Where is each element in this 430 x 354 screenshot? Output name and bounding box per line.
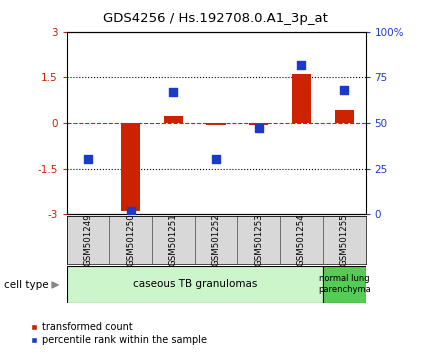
FancyBboxPatch shape [323, 216, 366, 264]
Text: GSM501252: GSM501252 [212, 213, 221, 266]
FancyBboxPatch shape [67, 216, 109, 264]
Text: normal lung
parenchyma: normal lung parenchyma [318, 274, 371, 294]
FancyBboxPatch shape [67, 266, 323, 303]
Bar [206, 123, 226, 125]
Point [341, 87, 347, 93]
Point [255, 126, 262, 131]
FancyBboxPatch shape [280, 216, 323, 264]
FancyBboxPatch shape [195, 216, 237, 264]
Bar [164, 116, 183, 123]
Text: caseous TB granulomas: caseous TB granulomas [132, 279, 257, 289]
FancyBboxPatch shape [323, 266, 366, 303]
FancyBboxPatch shape [237, 216, 280, 264]
Text: GSM501254: GSM501254 [297, 213, 306, 266]
Point [170, 89, 177, 95]
Text: GSM501253: GSM501253 [254, 213, 263, 266]
Point [85, 156, 92, 162]
Bar [121, 123, 140, 211]
Text: GDS4256 / Hs.192708.0.A1_3p_at: GDS4256 / Hs.192708.0.A1_3p_at [103, 12, 327, 25]
Point [298, 62, 305, 68]
Point [212, 156, 219, 162]
Bar [335, 110, 354, 123]
Legend: transformed count, percentile rank within the sample: transformed count, percentile rank withi… [26, 319, 211, 349]
Bar [249, 123, 268, 125]
Point [127, 208, 134, 213]
Text: GSM501251: GSM501251 [169, 213, 178, 266]
FancyBboxPatch shape [152, 216, 195, 264]
FancyBboxPatch shape [109, 216, 152, 264]
Text: cell type: cell type [4, 280, 49, 290]
Text: GSM501249: GSM501249 [83, 213, 92, 266]
Text: GSM501255: GSM501255 [340, 213, 349, 266]
Bar [292, 74, 311, 123]
Text: GSM501250: GSM501250 [126, 213, 135, 266]
